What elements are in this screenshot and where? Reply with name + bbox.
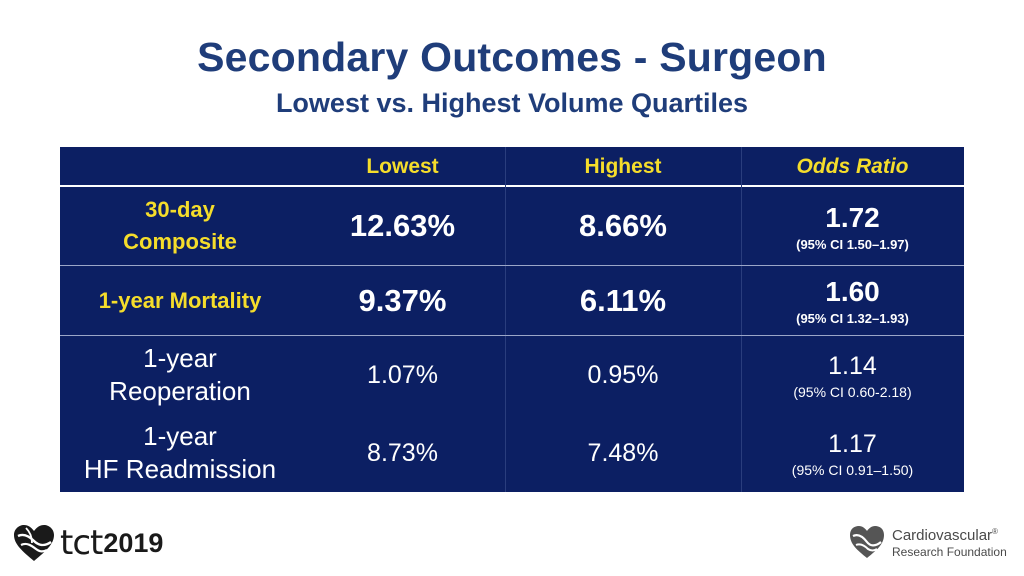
confidence-interval: (95% CI 0.91–1.50) [791, 462, 914, 478]
value-highest: 8.66% [579, 208, 667, 243]
header-highest: Highest [584, 154, 662, 178]
tct-logo-year: 2019 [103, 527, 164, 558]
header-divider [60, 185, 964, 187]
table-row-label: 1-year Mortality [98, 287, 262, 313]
value-lowest: 9.37% [358, 282, 447, 318]
header-odds-ratio: Odds Ratio [796, 154, 909, 178]
odds-ratio-cell: 1.17 (95% CI 0.91–1.50) [741, 414, 964, 492]
row-label-line1: 1-year [143, 421, 217, 451]
confidence-interval: (95% CI 1.32–1.93) [796, 311, 909, 326]
row-label-line2: HF Readmission [83, 454, 277, 484]
table-row-label: 1-year HF Readmission [60, 414, 300, 492]
value-lowest: 1.07% [367, 360, 438, 389]
odds-ratio-cell: 1.14 (95% CI 0.60-2.18) [741, 336, 964, 414]
value-highest: 0.95% [587, 360, 659, 389]
confidence-interval: (95% CI 1.50–1.97) [796, 236, 909, 252]
row-divider [60, 265, 964, 266]
table-row-label: 30-day Composite [60, 187, 300, 265]
outcomes-table: Lowest Highest Odds Ratio 30-day Composi… [60, 147, 964, 492]
odds-ratio-cell: 1.60 (95% CI 1.32–1.93) [741, 266, 964, 335]
tct-logo: tct 2019 [12, 520, 163, 566]
slide-title: Secondary Outcomes - Surgeon [197, 34, 827, 80]
crf-logo-line2: Research Foundation [892, 545, 1007, 559]
tct-logo-text: tct [60, 523, 103, 563]
heart-globe-icon [14, 525, 54, 561]
crf-logo: Cardiovascular® Research Foundation [848, 522, 1007, 562]
value-highest: 6.11% [579, 282, 667, 318]
row-label-line2: Composite [123, 229, 237, 254]
odds-ratio-value: 1.72 [825, 201, 880, 233]
value-lowest: 8.73% [367, 438, 438, 467]
odds-ratio-cell: 1.72 (95% CI 1.50–1.97) [741, 187, 964, 265]
heart-logo-icon [850, 526, 884, 558]
crf-logo-line1: Cardiovascular [892, 527, 993, 544]
value-lowest: 12.63% [349, 208, 456, 243]
odds-ratio-value: 1.17 [828, 430, 877, 458]
confidence-interval: (95% CI 0.60-2.18) [793, 384, 912, 400]
registered-mark: ® [992, 527, 998, 536]
crf-logo-text: Cardiovascular® Research Foundation [892, 524, 1007, 560]
header-lowest: Lowest [366, 154, 439, 178]
row-label-line1: 30-day [145, 197, 215, 222]
row-label-line2: Reoperation [109, 376, 251, 406]
odds-ratio-value: 1.60 [825, 276, 880, 307]
value-highest: 7.48% [587, 438, 659, 467]
row-label-line1: 1-year [143, 343, 217, 373]
column-divider [741, 147, 742, 492]
slide-subtitle: Lowest vs. Highest Volume Quartiles [275, 88, 749, 118]
row-divider [60, 335, 964, 336]
column-divider [505, 147, 506, 492]
table-row-label: 1-year Reoperation [60, 336, 300, 414]
odds-ratio-value: 1.14 [828, 352, 877, 380]
